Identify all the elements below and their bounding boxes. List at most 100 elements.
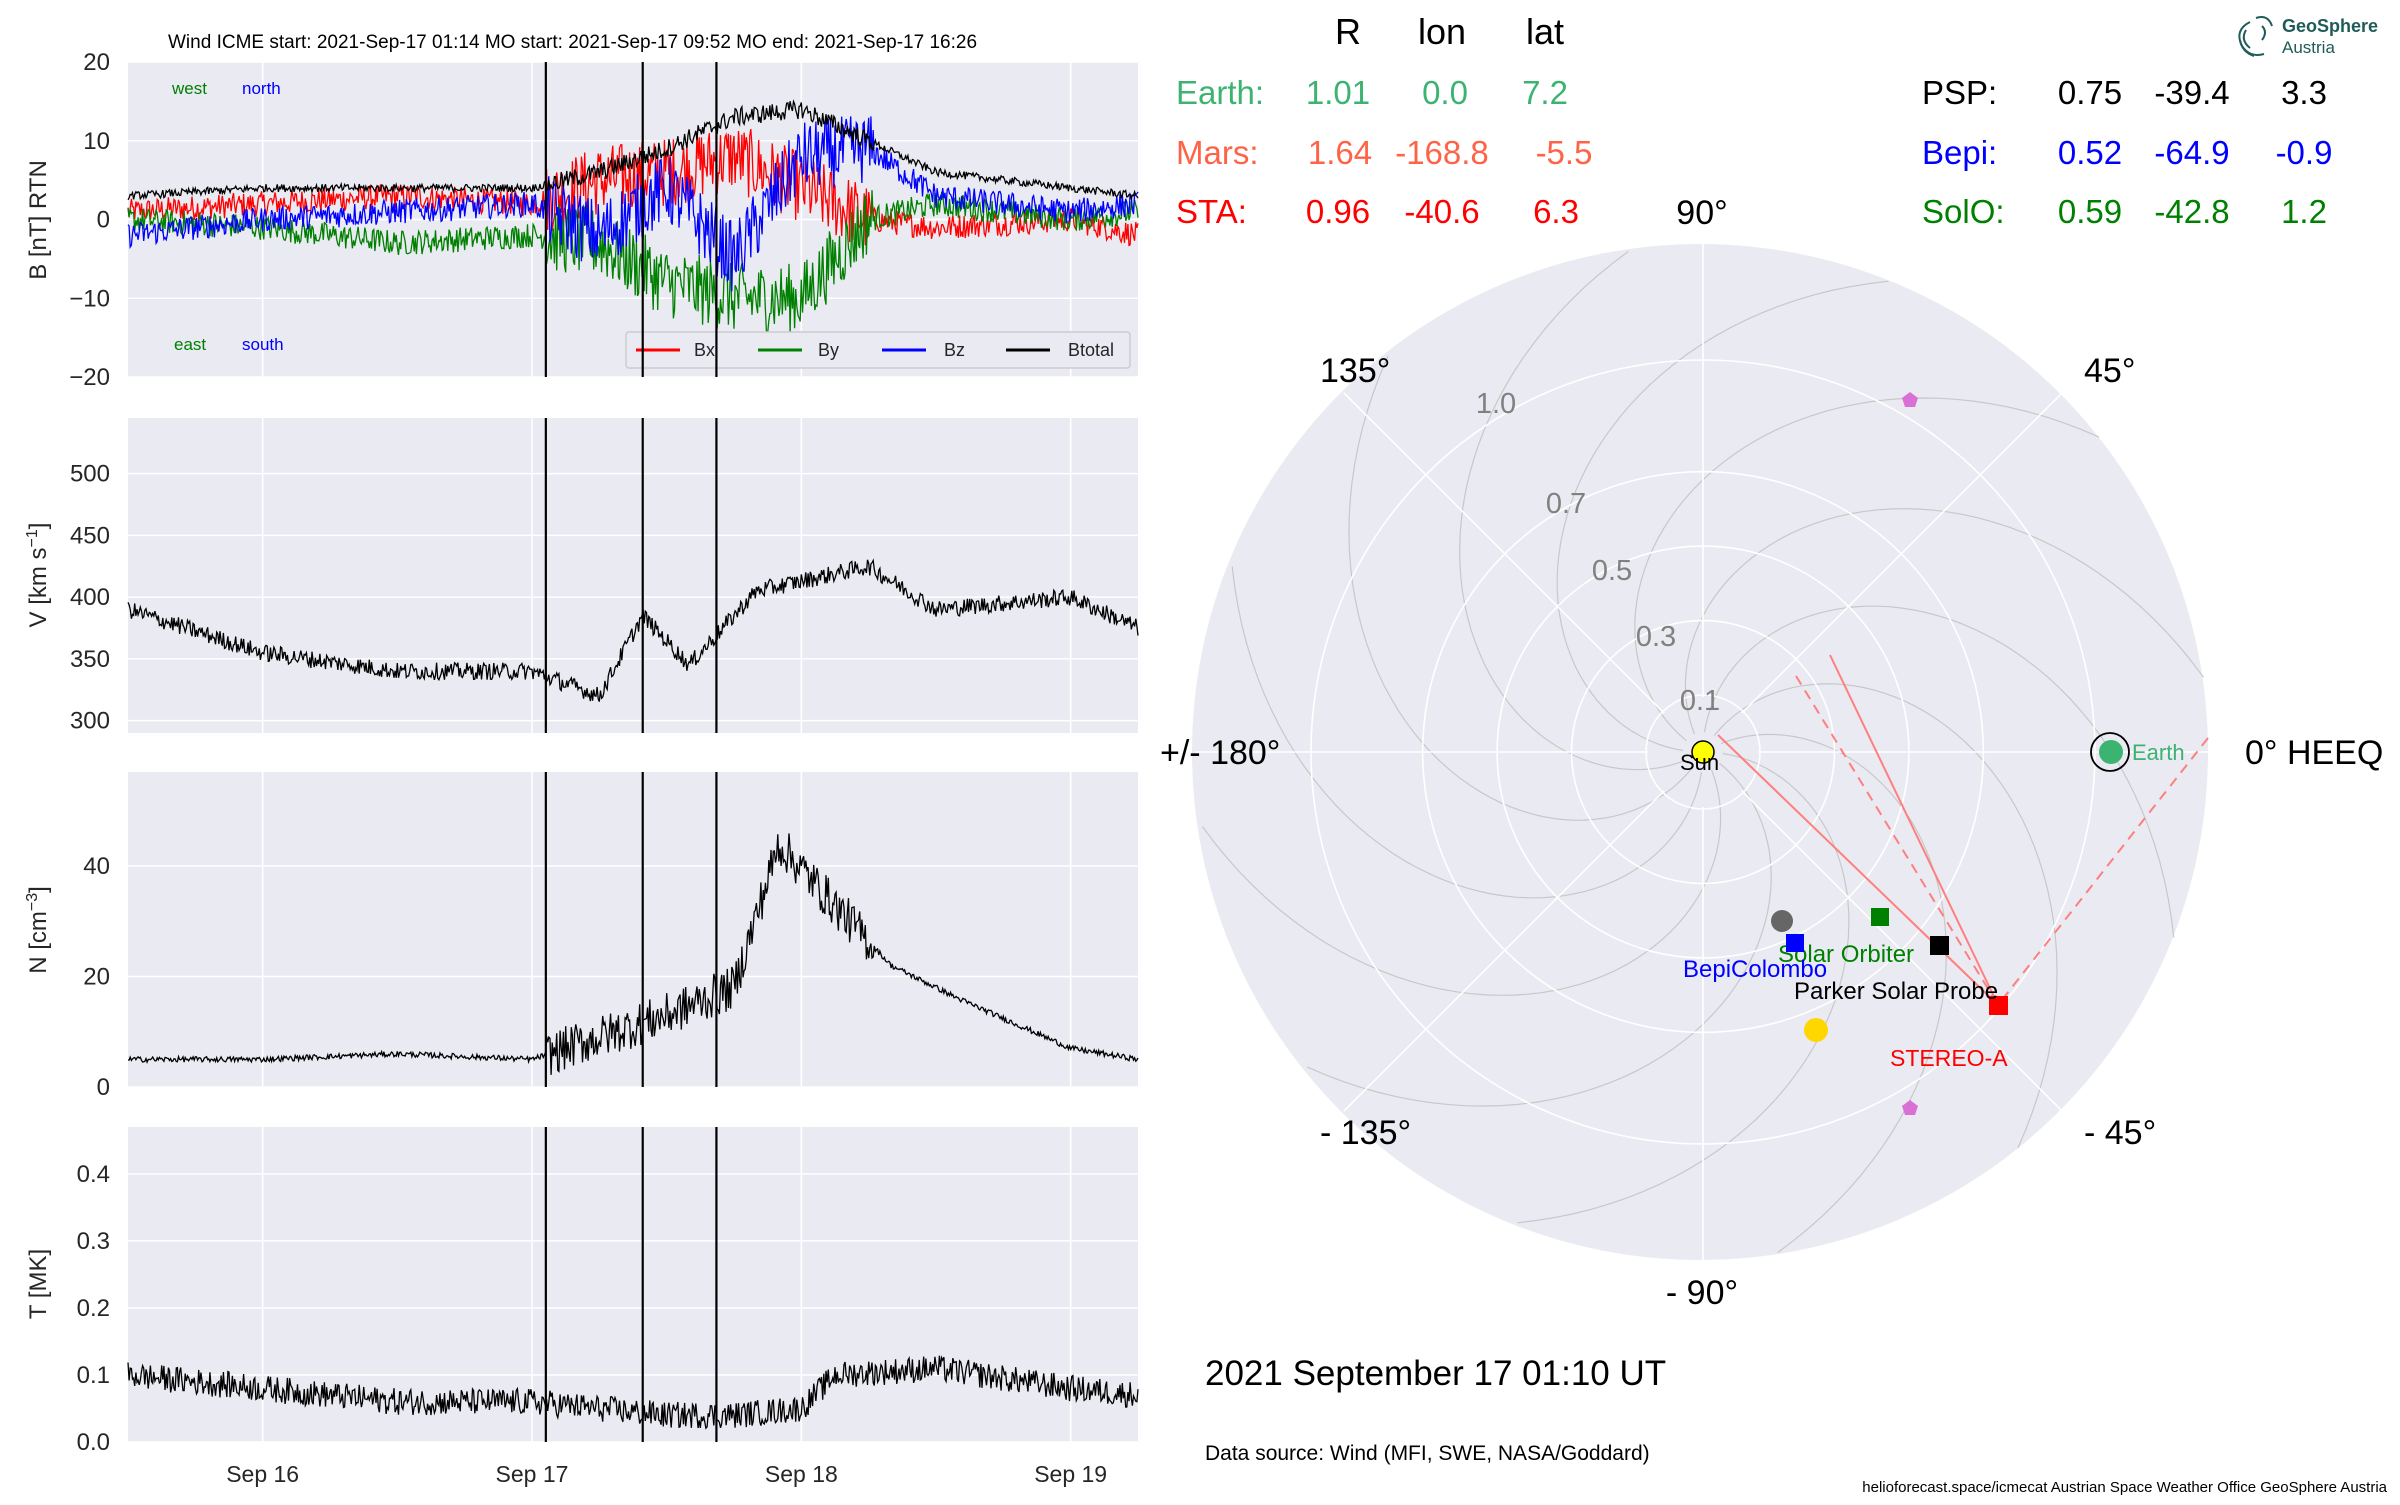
- svg-text:-168.8: -168.8: [1395, 134, 1489, 171]
- svg-text:-42.8: -42.8: [2154, 193, 2229, 230]
- parker-spiral: [1684, 508, 2204, 735]
- bepicolombo-label: BepiColombo: [1683, 956, 1827, 983]
- speed-ytick-label: 350: [70, 646, 110, 673]
- temp-ytick-label: 0.3: [77, 1228, 110, 1255]
- xtick-label: Sep 18: [765, 1461, 838, 1487]
- svg-text:GeoSphere: GeoSphere: [2282, 16, 2378, 36]
- stereo-a-fov: [1795, 675, 1999, 1006]
- mag-ylabel: B [nT] RTN: [25, 160, 52, 280]
- svg-text:Bepi:: Bepi:: [1922, 134, 1997, 171]
- svg-text:1.64: 1.64: [1308, 134, 1372, 171]
- parker-spiral: [1703, 605, 2175, 938]
- angle-label-135: 135°: [1320, 352, 1390, 390]
- logo-swirl-icon: [2238, 16, 2273, 57]
- radial-tick-label: 1.0: [1476, 388, 1516, 420]
- svg-text:3.3: 3.3: [2281, 74, 2327, 111]
- svg-text:-5.5: -5.5: [1536, 134, 1593, 171]
- speed-panel: 500 450 400 350 300 V [km s−1]: [24, 418, 1139, 735]
- svg-text:-0.9: -0.9: [2276, 134, 2333, 171]
- density-panel-bg: [128, 772, 1138, 1087]
- mag-panel: 20 10 0 −10 −20 B [nT] RTN west north east s…: [25, 49, 1139, 391]
- polar-plot: 0.10.3 0.5 0.7 1.0 0° HEEQ 45° 90° 135° +/-…: [1160, 194, 2383, 1312]
- radial-tick-label: 0.7: [1546, 488, 1586, 520]
- angular-grid-line: [1741, 790, 2063, 1112]
- timestamp: 2021 September 17 01:10 UT: [1205, 1354, 1666, 1393]
- svg-text:0.52: 0.52: [2058, 134, 2122, 171]
- svg-text:-64.9: -64.9: [2154, 134, 2229, 171]
- svg-text:1.2: 1.2: [2281, 193, 2327, 230]
- mag-ytick-label: −20: [69, 364, 110, 391]
- table-row-sta: STA: 0.96 -40.6 6.3: [1176, 193, 1579, 230]
- mag-legend: Bx By Bz Btotal: [625, 331, 1131, 369]
- mercury-marker: [1771, 910, 1793, 932]
- temp-ytick-label: 0.2: [77, 1295, 110, 1322]
- angle-label-minus90: - 90°: [1666, 1274, 1738, 1312]
- legend-btotal: Btotal: [1068, 340, 1114, 360]
- parker-spiral: [1634, 397, 2100, 742]
- svg-text:0.59: 0.59: [2058, 193, 2122, 230]
- legend-bx: Bx: [694, 340, 715, 360]
- parker-spiral: [1202, 769, 1722, 996]
- svg-text:0.75: 0.75: [2058, 74, 2122, 111]
- table-row-earth: Earth: 1.01 0.0 7.2: [1176, 74, 1568, 111]
- series-bx: [127, 129, 1139, 247]
- mag-ytick-label: 0: [97, 207, 110, 234]
- density-ytick-label: 40: [83, 853, 110, 880]
- speed-ylabel: V [km s−1]: [24, 523, 52, 628]
- svg-text:-39.4: -39.4: [2154, 74, 2229, 111]
- note-east: east: [174, 335, 206, 354]
- solar-orbiter-marker: [1871, 908, 1889, 926]
- temp-ytick-label: 0.4: [77, 1161, 110, 1188]
- series-speed: [127, 558, 1139, 702]
- psp-label: Parker Solar Probe: [1794, 978, 1998, 1005]
- sun-label: Sun: [1680, 750, 1719, 775]
- series-density: [127, 833, 1139, 1075]
- parker-spiral: [1231, 566, 1703, 899]
- svg-text:STA:: STA:: [1176, 193, 1247, 230]
- note-west: west: [171, 79, 207, 98]
- legend-bz: Bz: [944, 340, 965, 360]
- stereo-a-marker: [1989, 996, 2008, 1015]
- time-axis-ticks: Sep 16 Sep 17 Sep 18 Sep 19: [226, 1461, 1107, 1487]
- table-row-psp: PSP: 0.75 -39.4 3.3: [1922, 74, 2327, 111]
- table-header-lat: lat: [1526, 11, 1564, 52]
- credits: helioforecast.space/icmecat Austrian Spa…: [1862, 1479, 2387, 1496]
- density-ylabel: N [cm−3]: [24, 886, 52, 974]
- temp-ytick-label: 0.1: [77, 1362, 110, 1389]
- parker-spiral: [1306, 762, 1772, 1107]
- planet-pentagon-upper-marker: [1902, 392, 1918, 407]
- speed-ytick-label: 450: [70, 522, 110, 549]
- mag-ytick-label: −10: [69, 285, 110, 312]
- legend-by: By: [818, 340, 839, 360]
- xtick-label: Sep 17: [496, 1461, 569, 1487]
- angle-label-45: 45°: [2084, 352, 2135, 390]
- svg-text:1.01: 1.01: [1306, 74, 1370, 111]
- venus-marker: [1804, 1018, 1828, 1042]
- speed-ytick-label: 500: [70, 461, 110, 488]
- bepicolombo-marker: [1786, 934, 1804, 952]
- xtick-label: Sep 19: [1034, 1461, 1107, 1487]
- stereo-a-ray: [1829, 654, 1999, 1006]
- svg-text:SolO:: SolO:: [1922, 193, 2005, 230]
- parker-spiral: [1459, 251, 1686, 771]
- note-south: south: [242, 335, 284, 354]
- radial-tick-label: 0.3: [1636, 621, 1676, 653]
- mag-ytick-label: 10: [83, 128, 110, 155]
- position-table: R lon lat Earth: 1.01 0.0 7.2 Mars: 1.64…: [1176, 11, 2332, 230]
- table-header-r: R: [1335, 11, 1361, 52]
- note-north: north: [242, 79, 281, 98]
- svg-text:6.3: 6.3: [1533, 193, 1579, 230]
- density-panel: 40 20 0 N [cm−3]: [24, 772, 1139, 1101]
- parker-spiral: [1348, 355, 1693, 821]
- radial-tick-label: 0.5: [1592, 555, 1632, 587]
- event-lines: [544, 62, 718, 1442]
- stereo-a-label: STEREO-A: [1890, 1045, 2008, 1071]
- series-bz: [127, 116, 1139, 292]
- radial-tick-label: 0.1: [1680, 685, 1720, 717]
- earth-ring: [2090, 732, 2130, 772]
- svg-text:0.0: 0.0: [1422, 74, 1468, 111]
- temp-panel: 0.4 0.3 0.2 0.1 0.0 T [MK]: [25, 1127, 1139, 1456]
- angle-label-0: 0° HEEQ: [2245, 734, 2383, 772]
- geosphere-logo: GeoSphere Austria: [2238, 16, 2378, 57]
